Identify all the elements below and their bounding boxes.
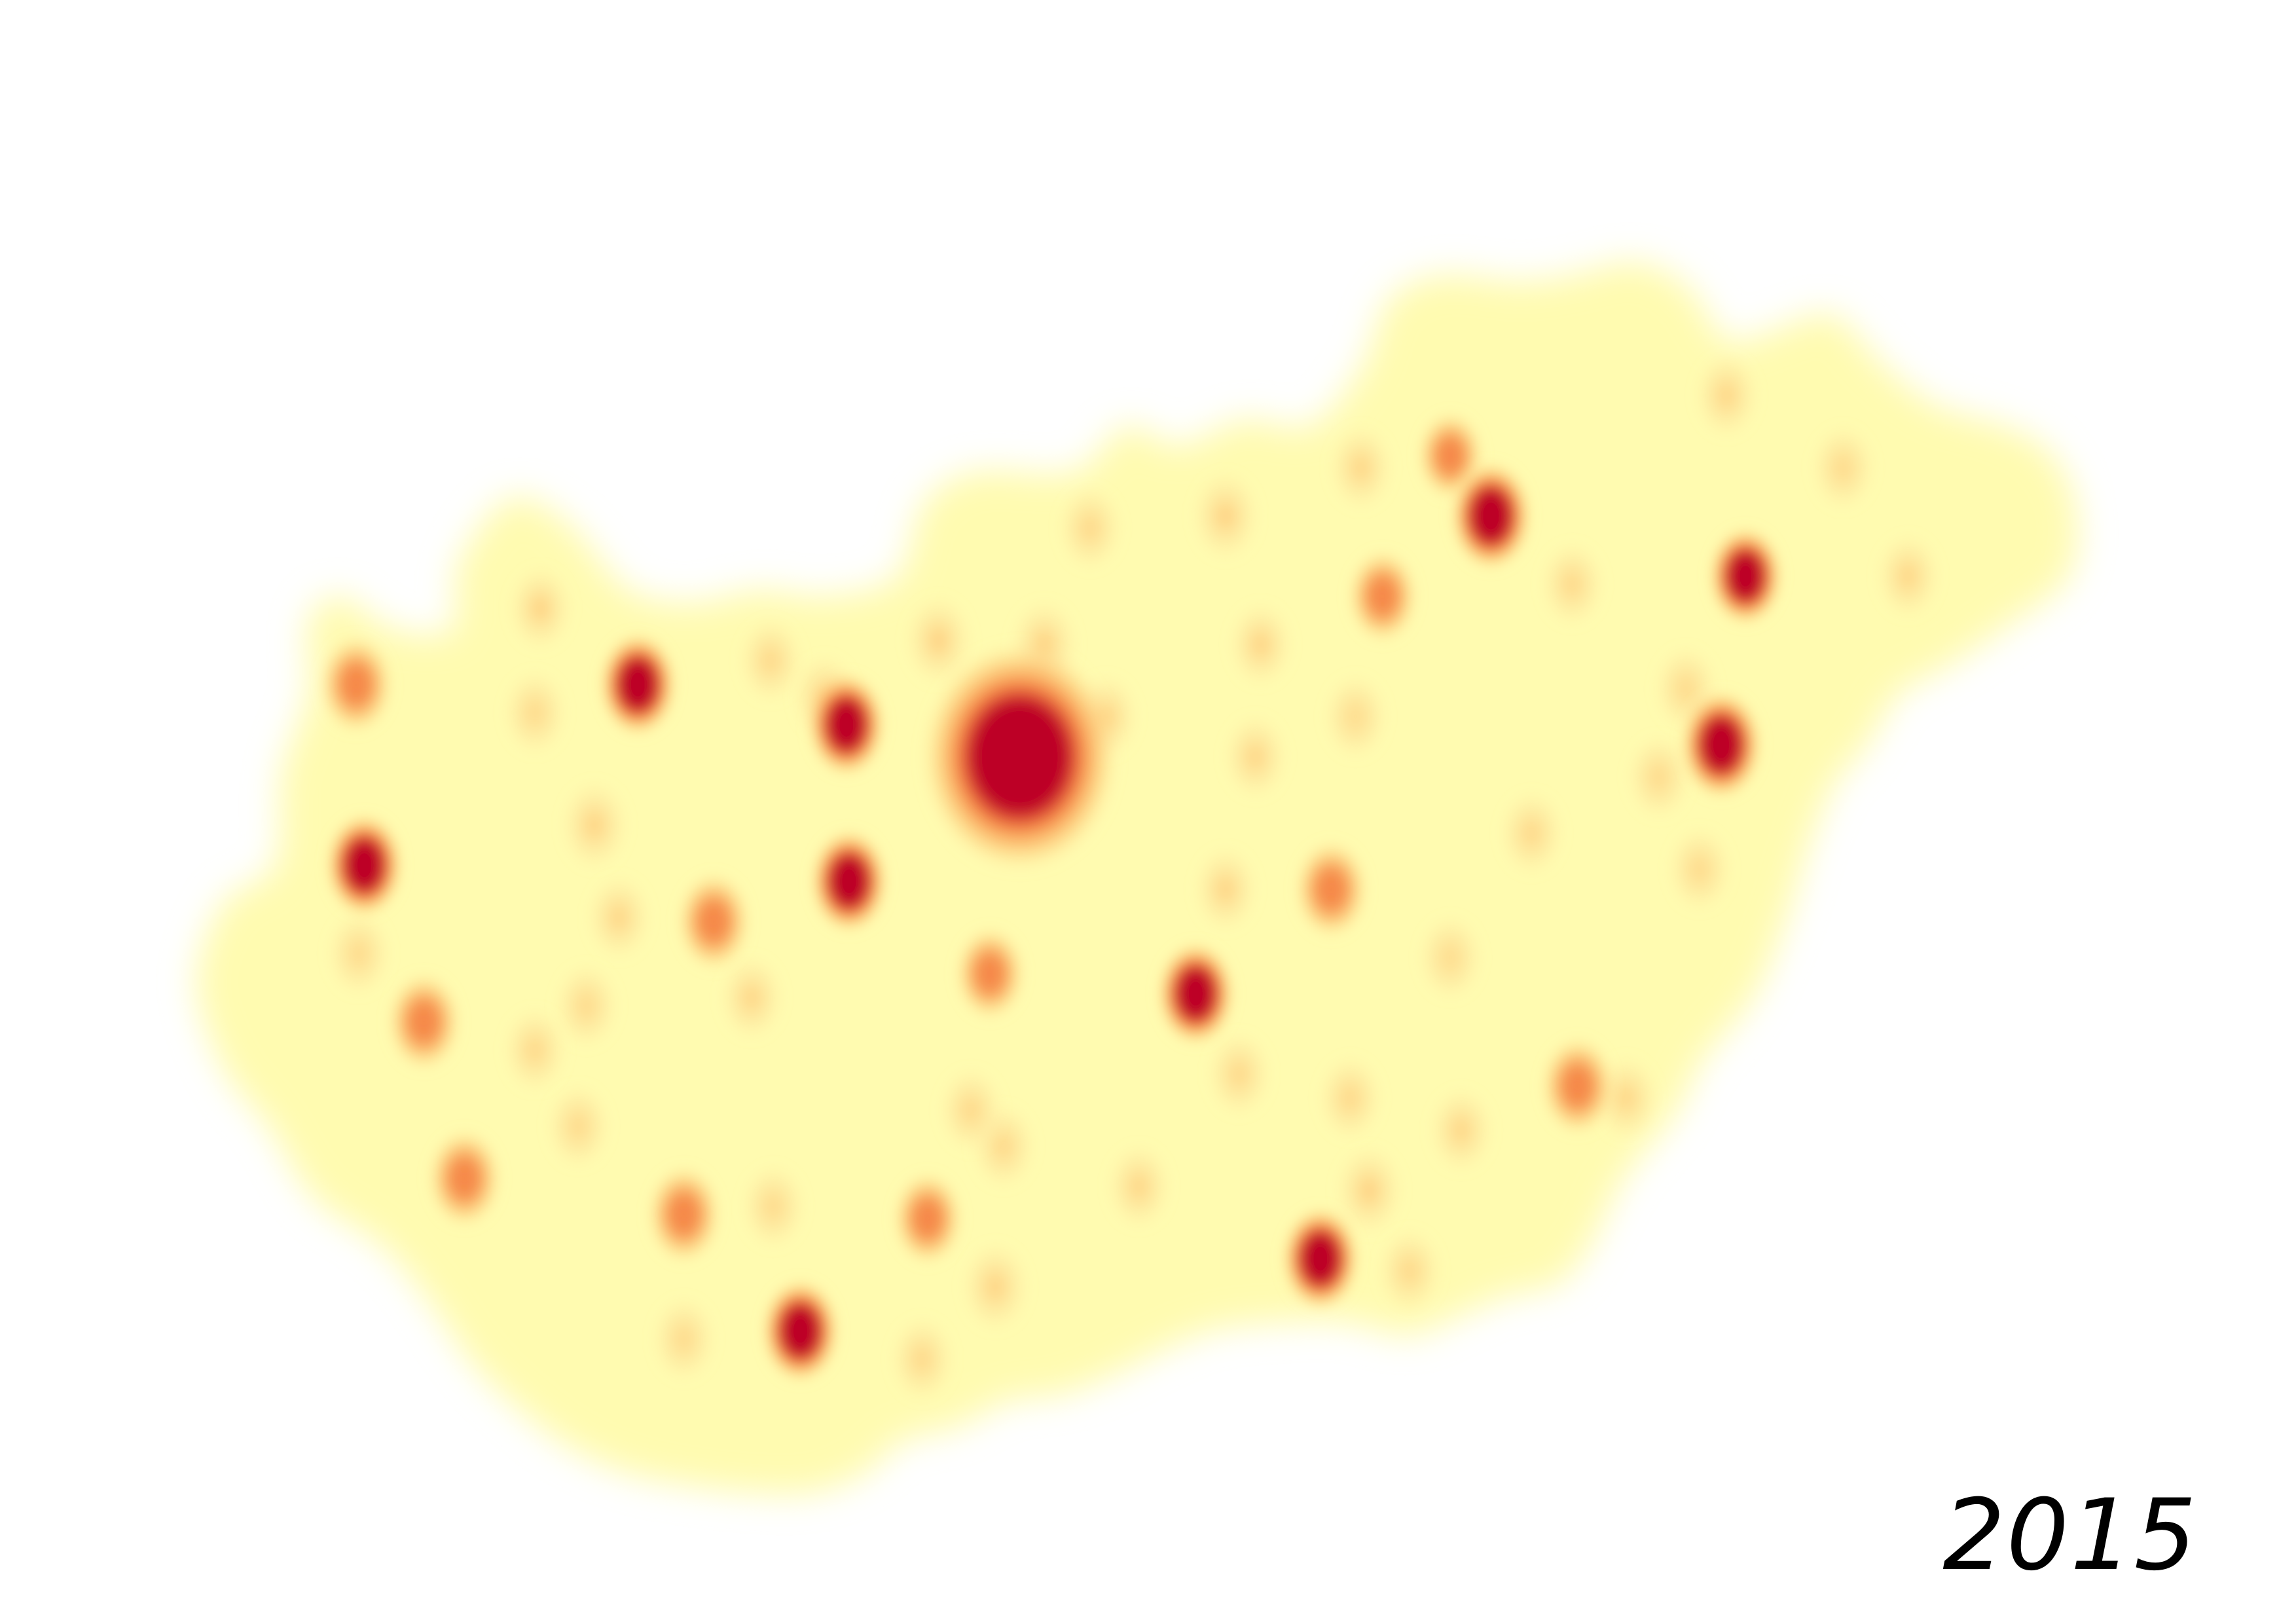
hotspot-szigetvar (653, 1298, 714, 1380)
hotspot-sopron (319, 636, 393, 733)
hotspot-hajduszoboszlo (1628, 736, 1690, 818)
hotspot-szolnok (1295, 841, 1368, 938)
hotspot-szekesfehervar (811, 830, 887, 932)
hotspot-dombovar (742, 1166, 804, 1247)
country-base (196, 261, 2078, 1495)
hotspot-tiszaujvaros (1542, 543, 1603, 625)
hotspot-komarom (740, 619, 801, 701)
hotspot-kormend (328, 912, 390, 995)
hotspot-debrecen (1681, 691, 1761, 799)
hotspot-salgotarjan (1193, 472, 1258, 560)
hotspot-miskolc (1451, 462, 1531, 570)
hotspot-kiskunfelegyhaza (1209, 1033, 1269, 1115)
hotspot-cegled (1195, 848, 1256, 931)
hotspot-tatabanya (808, 673, 884, 776)
hotspot-mako (1379, 1230, 1440, 1312)
hotspot-paks (940, 1069, 1002, 1151)
hotspot-gyor (600, 633, 676, 736)
hotspot-dunaujvaros (955, 927, 1025, 1020)
hotspot-eger (1348, 550, 1417, 642)
hotspot-jaszbereny (1225, 716, 1286, 798)
hotspot-oroshaza (1430, 1089, 1492, 1172)
hotspot-kaposvar (647, 1166, 720, 1263)
hotspot-keszthely (504, 1008, 566, 1091)
hotspot-szentes (1319, 1057, 1381, 1139)
hotspot-zalaegerszeg (388, 973, 460, 1071)
hotspot-budapest (921, 642, 1118, 872)
hotspot-gyongyos (1230, 603, 1292, 686)
hotspot-mosonmagyarovar (510, 567, 571, 650)
hotspot-mateszalka (1878, 535, 1939, 618)
hotspot-mohacs (892, 1318, 953, 1400)
hotspot-nagykanizsa (428, 1130, 501, 1227)
hotspot-szombathely (326, 814, 403, 917)
hotspot-karcag (1501, 792, 1562, 874)
hotspot-berettyoujfalu (1669, 828, 1730, 910)
hotspot-baja (963, 1243, 1028, 1331)
hotspot-marcali (547, 1085, 609, 1168)
hotspot-tapolca (556, 965, 617, 1047)
hotspot-satoraljaujhely (1696, 354, 1757, 437)
hotspot-hodmezovasarhely (1336, 1147, 1402, 1234)
hotspot-nyiregyhaza (1709, 527, 1782, 625)
country-shape (196, 261, 2078, 1495)
hotspot-bekescsaba (1541, 1037, 1614, 1135)
hotspot-heves (1325, 676, 1386, 758)
hotspot-esztergom (906, 597, 971, 684)
hotspot-kecskemet (1157, 942, 1234, 1045)
hotspot-balassagyarmat (1059, 487, 1121, 569)
hotspot-ozd (1330, 426, 1392, 509)
hotspot-siofok (721, 957, 782, 1039)
hotspot-mezotur (1419, 916, 1481, 999)
hotspot-papa (562, 781, 627, 869)
hotspot-pecs (762, 1280, 839, 1382)
hotspot-ajka (588, 876, 649, 959)
hotspot-kiskunhalas (1108, 1145, 1169, 1228)
year-label: 2015 (1942, 1479, 2198, 1593)
hotspot-szekszard (893, 1172, 962, 1265)
hotspot-kisvarda (1812, 426, 1874, 509)
hotspot-csorna (504, 671, 566, 754)
hotspot-layer (319, 354, 1939, 1400)
hotspot-szeged (1282, 1208, 1358, 1310)
hotspot-veszprem (678, 873, 750, 970)
